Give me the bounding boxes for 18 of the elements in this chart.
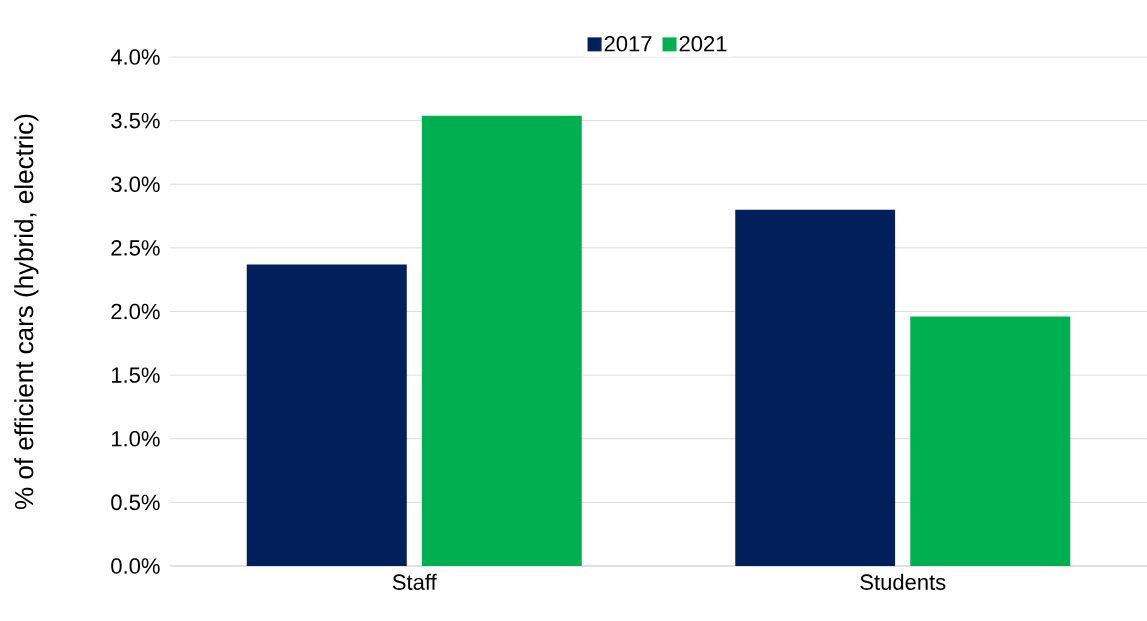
y-tick-label: 3.0%	[111, 176, 160, 193]
x-tick-label: Students	[860, 573, 946, 590]
y-tick-label: 1.5%	[112, 367, 160, 383]
y-axis-title: % of efficient cars (hybrid, electric)	[14, 114, 39, 510]
bar	[246, 264, 407, 566]
y-tick-label: 4.0%	[110, 49, 160, 65]
legend-label: 2017	[604, 35, 652, 52]
y-tick-label: 0.5%	[111, 494, 160, 511]
y-tick-label: 1.0%	[112, 430, 160, 447]
y-tick-label: 0.0%	[111, 558, 160, 574]
legend-label: 2021	[679, 35, 727, 52]
y-tick-label: 3.5%	[111, 112, 160, 129]
bar	[735, 209, 896, 566]
bar	[421, 115, 582, 566]
y-tick-label: 2.5%	[111, 240, 160, 256]
bar	[910, 316, 1071, 566]
x-tick-label: Staff	[392, 573, 437, 590]
y-tick-label: 2.0%	[111, 303, 160, 320]
